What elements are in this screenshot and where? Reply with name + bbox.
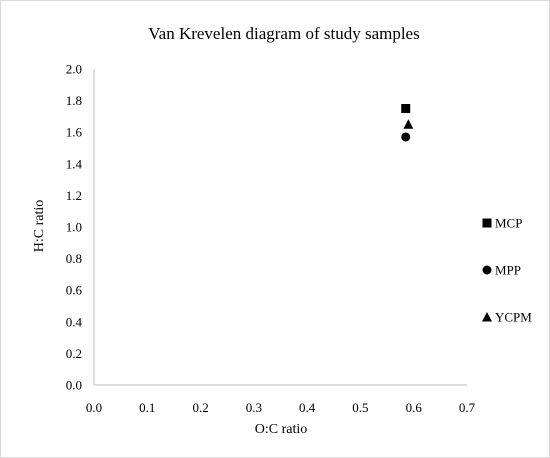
- y-axis-label: H:C ratio: [32, 200, 47, 253]
- y-tick-label: 1.6: [66, 125, 83, 140]
- legend: MCP MPP YCPM: [482, 216, 532, 325]
- y-tick-label: 0.8: [66, 251, 82, 266]
- legend-marker-mcp: [482, 218, 492, 228]
- y-tick-label: 1.0: [66, 220, 82, 235]
- x-tick-label: 0.3: [246, 400, 262, 415]
- y-tick-label: 1.4: [66, 156, 83, 171]
- x-tick-label: 0.7: [459, 400, 476, 415]
- legend-label-ycpm: YCPM: [495, 310, 532, 325]
- y-tick-label: 0.4: [66, 314, 83, 329]
- legend-marker-ycpm: [482, 312, 492, 322]
- data-point-mcp: [401, 104, 411, 113]
- y-tick-label: 1.2: [66, 188, 82, 203]
- legend-label-mpp: MPP: [495, 263, 521, 278]
- y-tick-labels: 0.0 0.2 0.4 0.6 0.8 1.0 1.2 1.4 1.6 1.8 2.0: [66, 62, 83, 393]
- x-tick-label: 0.1: [139, 400, 155, 415]
- y-tick-label: 0.2: [66, 346, 82, 361]
- data-point-mpp: [401, 132, 411, 142]
- legend-marker-mpp: [482, 265, 492, 275]
- x-tick-labels: 0.0 0.1 0.2 0.3 0.4 0.5 0.6 0.7: [86, 400, 476, 415]
- y-tick-label: 0.6: [66, 283, 83, 298]
- y-tick-label: 2.0: [66, 62, 82, 77]
- x-tick-label: 0.4: [299, 400, 316, 415]
- chart-title: Van Krevelen diagram of study samples: [148, 24, 419, 43]
- x-tick-label: 0.2: [192, 400, 208, 415]
- data-points: [401, 104, 414, 142]
- data-point-ycpm: [403, 119, 414, 129]
- legend-label-mcp: MCP: [495, 216, 522, 231]
- x-tick-label: 0.0: [86, 400, 102, 415]
- y-tick-label: 1.8: [66, 93, 82, 108]
- x-tick-label: 0.6: [406, 400, 423, 415]
- y-tick-label: 0.0: [66, 378, 82, 393]
- x-axis-label: O:C ratio: [255, 422, 308, 437]
- x-tick-label: 0.5: [352, 400, 368, 415]
